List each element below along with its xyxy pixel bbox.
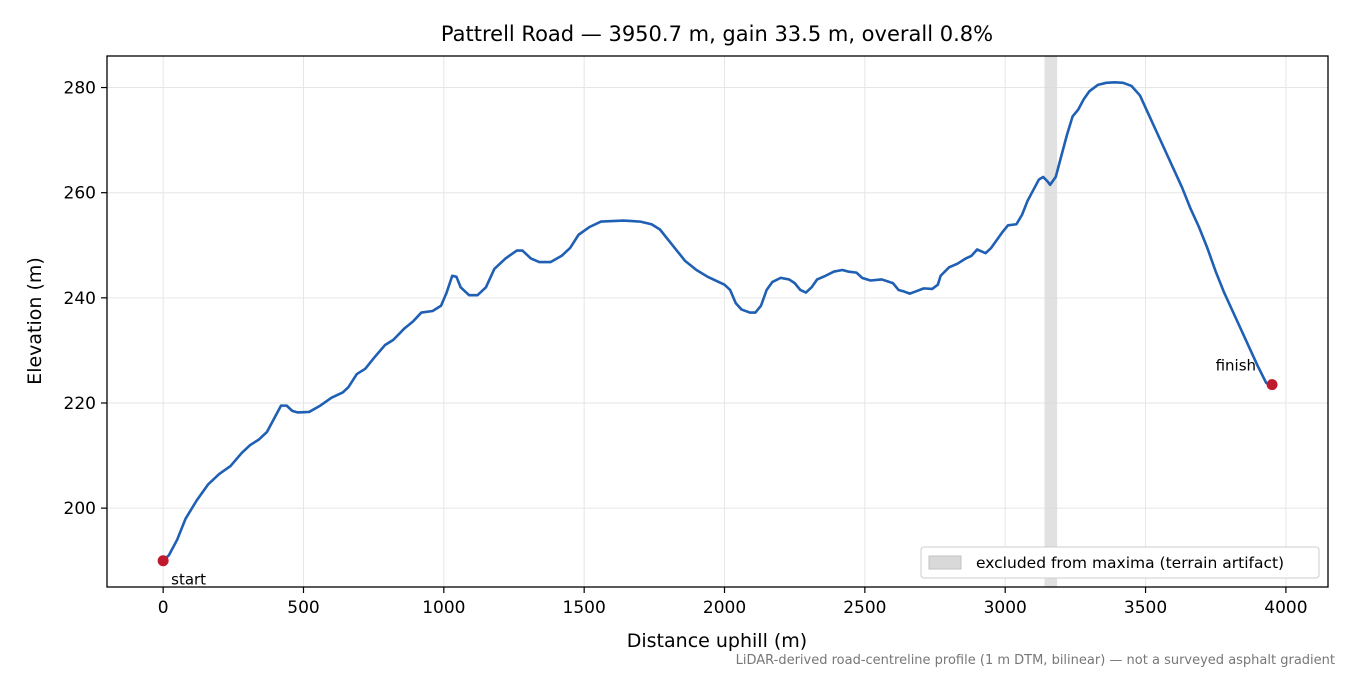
legend-label: excluded from maxima (terrain artifact) (976, 554, 1284, 572)
axes-frame (106, 55, 1329, 588)
x-tick-label: 1000 (422, 598, 465, 618)
y-axis-ticks: 200 220 240 260 280 (64, 79, 107, 519)
x-tick-label: 4000 (1264, 598, 1307, 618)
marker-layer: start finish (157, 357, 1278, 589)
marker-finish (1266, 379, 1278, 391)
y-axis-label: Elevation (m) (24, 257, 46, 385)
x-tick-label: 500 (287, 598, 319, 618)
excluded-band (1044, 56, 1058, 587)
grid-lines (107, 56, 1328, 587)
x-axis-ticks: 0 500 1000 1500 2000 2500 3000 3500 4000 (158, 587, 1308, 618)
y-tick-label: 240 (64, 289, 96, 309)
marker-start (157, 555, 169, 567)
y-tick-label: 260 (64, 184, 96, 204)
x-tick-label: 3000 (984, 598, 1027, 618)
y-tick-label: 280 (64, 79, 96, 99)
legend: excluded from maxima (terrain artifact) (920, 546, 1320, 579)
elevation-line (161, 80, 1274, 563)
marker-label-start: start (171, 571, 206, 589)
chart-title: Pattrell Road — 3950.7 m, gain 33.5 m, o… (441, 22, 993, 46)
legend-swatch (928, 555, 962, 570)
footnote: LiDAR-derived road-centreline profile (1… (736, 653, 1335, 668)
marker-label-finish: finish (1216, 357, 1256, 375)
y-tick-label: 200 (64, 499, 96, 519)
x-tick-label: 3500 (1124, 598, 1167, 618)
x-tick-label: 2000 (703, 598, 746, 618)
y-tick-label: 220 (64, 394, 96, 414)
series-layer (161, 80, 1274, 563)
x-axis-label: Distance uphill (m) (627, 630, 807, 652)
x-tick-label: 1500 (563, 598, 606, 618)
x-tick-label: 0 (158, 598, 169, 618)
legend-box (920, 546, 1320, 579)
x-tick-label: 2500 (843, 598, 886, 618)
excluded-band-layer (1044, 56, 1058, 587)
